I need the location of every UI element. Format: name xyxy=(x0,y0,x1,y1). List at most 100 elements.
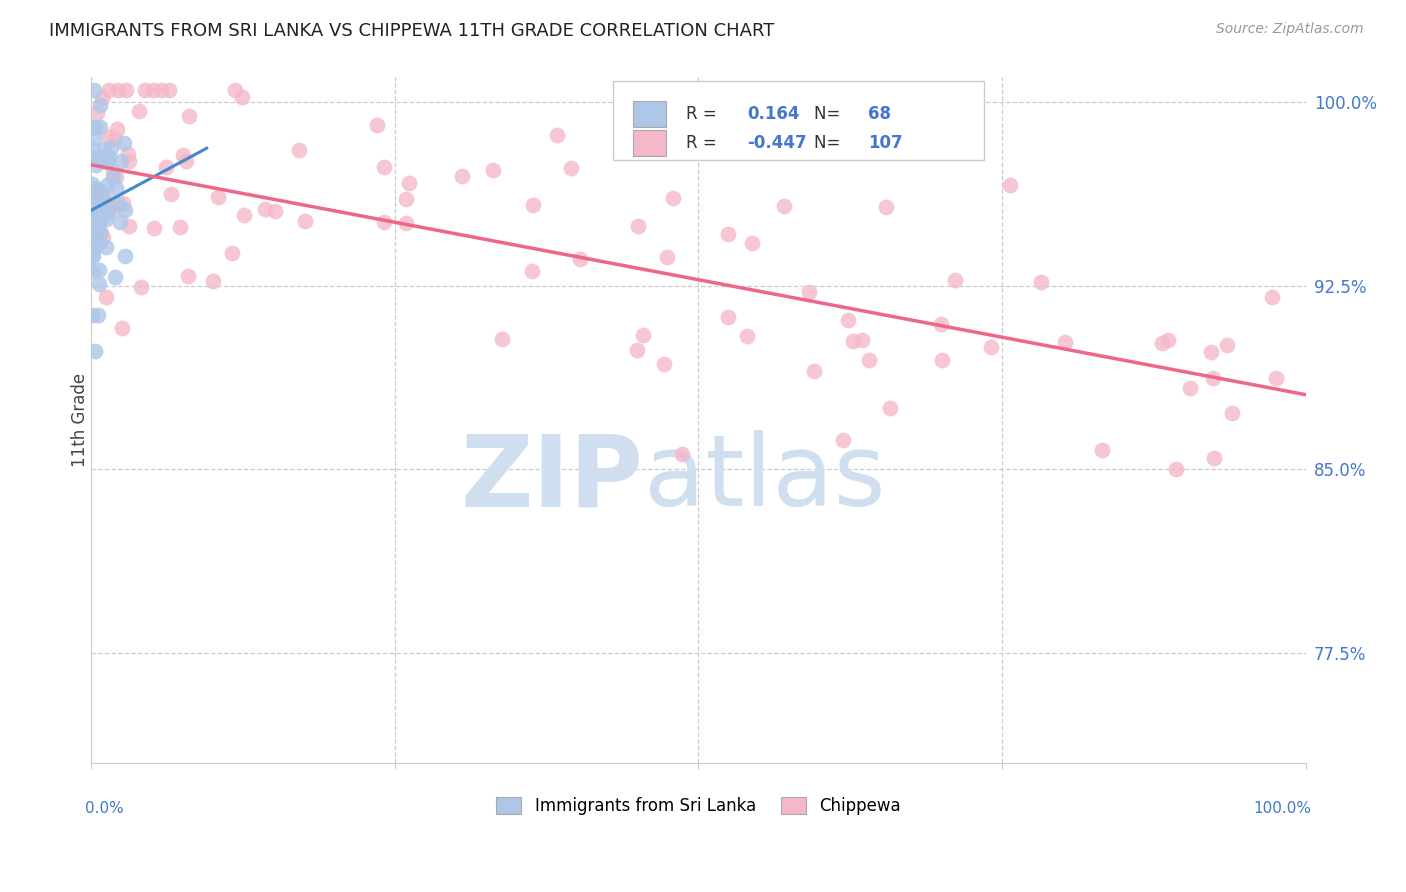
Text: 68: 68 xyxy=(869,104,891,123)
Point xyxy=(91,193,114,207)
Point xyxy=(80,226,103,240)
Point xyxy=(373,215,395,229)
Text: atlas: atlas xyxy=(644,430,886,527)
Point xyxy=(931,352,953,367)
Point xyxy=(83,187,105,202)
Point xyxy=(89,150,111,164)
Point xyxy=(224,83,246,97)
Point xyxy=(398,177,420,191)
Text: 107: 107 xyxy=(869,134,903,152)
Point xyxy=(157,83,180,97)
Point xyxy=(115,83,138,97)
Text: -0.447: -0.447 xyxy=(747,134,807,152)
Point xyxy=(91,208,114,222)
Point xyxy=(155,160,177,174)
Point xyxy=(86,182,108,196)
Point xyxy=(83,120,105,135)
Point xyxy=(879,401,901,416)
Point xyxy=(83,199,105,213)
Point xyxy=(929,317,952,331)
Point xyxy=(112,136,135,150)
Point xyxy=(201,274,224,288)
Point xyxy=(1054,334,1077,349)
Point xyxy=(94,192,117,206)
Text: R =: R = xyxy=(686,104,723,123)
Point xyxy=(97,151,120,165)
Point xyxy=(655,250,678,264)
Point xyxy=(82,191,104,205)
Point xyxy=(221,246,243,260)
Point xyxy=(118,219,141,234)
Point xyxy=(97,130,120,145)
Point xyxy=(82,191,104,205)
Point xyxy=(83,194,105,208)
Point xyxy=(176,268,198,283)
Point xyxy=(803,364,825,378)
Point xyxy=(1152,336,1174,351)
Point xyxy=(97,205,120,219)
Point xyxy=(735,329,758,343)
Point xyxy=(86,197,108,211)
Point xyxy=(89,211,111,226)
Point xyxy=(82,143,104,157)
Point xyxy=(395,192,418,206)
Point xyxy=(90,185,112,199)
Point xyxy=(96,212,118,227)
Point xyxy=(143,220,166,235)
Point xyxy=(87,235,110,249)
Point xyxy=(134,83,156,97)
Point xyxy=(84,199,107,213)
Point xyxy=(98,150,121,164)
Point xyxy=(103,195,125,210)
Point xyxy=(851,334,873,348)
Point xyxy=(82,242,104,256)
Text: Source: ZipAtlas.com: Source: ZipAtlas.com xyxy=(1216,22,1364,37)
Point xyxy=(1199,345,1222,359)
Point xyxy=(797,285,820,299)
Point xyxy=(652,357,675,371)
Point xyxy=(288,143,311,157)
Text: 0.164: 0.164 xyxy=(747,104,800,123)
Point xyxy=(89,98,111,112)
Point xyxy=(366,118,388,132)
Point xyxy=(114,249,136,263)
Point xyxy=(104,132,127,146)
Point xyxy=(86,149,108,163)
Point xyxy=(82,120,104,134)
Point xyxy=(91,230,114,244)
Point xyxy=(110,215,132,229)
Point xyxy=(128,103,150,118)
Point xyxy=(1204,450,1226,465)
Point xyxy=(858,352,880,367)
Point xyxy=(264,204,287,219)
Text: IMMIGRANTS FROM SRI LANKA VS CHIPPEWA 11TH GRADE CORRELATION CHART: IMMIGRANTS FROM SRI LANKA VS CHIPPEWA 11… xyxy=(49,22,775,40)
Point xyxy=(253,202,276,217)
Point xyxy=(149,83,172,97)
Text: ZIP: ZIP xyxy=(461,430,644,527)
Point xyxy=(1265,371,1288,385)
Point xyxy=(80,308,103,322)
Point xyxy=(98,83,121,97)
Point xyxy=(87,235,110,250)
Point xyxy=(169,219,191,234)
Point xyxy=(174,154,197,169)
Point xyxy=(294,214,316,228)
Point xyxy=(84,202,107,217)
Point xyxy=(481,162,503,177)
Point xyxy=(89,226,111,240)
Point xyxy=(105,180,128,194)
Point xyxy=(233,208,256,222)
Point xyxy=(105,169,128,184)
Point xyxy=(82,220,104,235)
Text: N=: N= xyxy=(814,104,845,123)
Point xyxy=(80,186,103,201)
Point xyxy=(394,216,416,230)
Point xyxy=(875,200,897,214)
Point xyxy=(131,280,153,294)
Point xyxy=(80,248,103,262)
Point xyxy=(626,343,648,357)
Point xyxy=(110,154,132,169)
Point xyxy=(87,219,110,233)
FancyBboxPatch shape xyxy=(633,102,665,127)
Point xyxy=(560,161,582,175)
